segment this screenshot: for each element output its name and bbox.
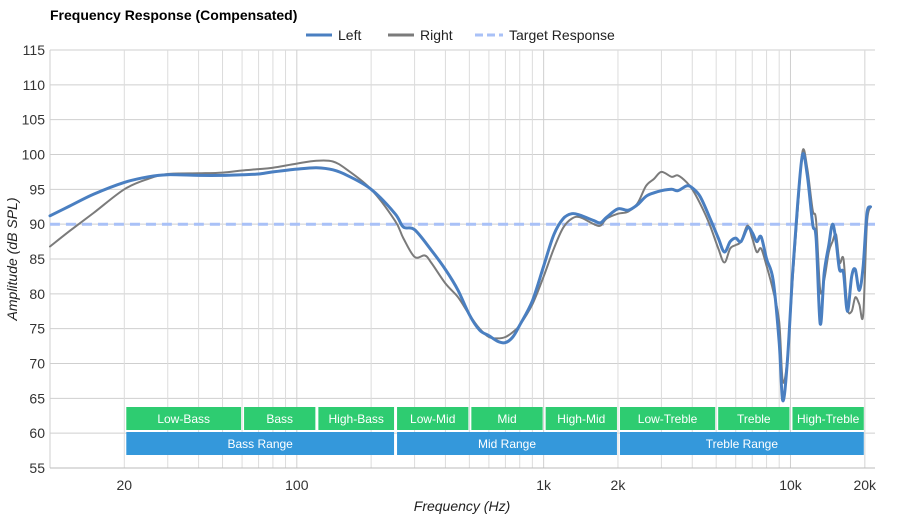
- x-tick-label: 20: [117, 477, 133, 493]
- frequency-bands: Low-Bass Bass High-Bass Low-Mid Mid High-Mid L…: [126, 407, 864, 455]
- band-rect: [619, 432, 864, 455]
- y-tick-label: 115: [23, 42, 46, 58]
- x-tick-label: 20k: [853, 477, 877, 493]
- band-rect: [318, 407, 395, 430]
- y-tick-label: 105: [22, 112, 46, 128]
- x-tick-label: 1k: [536, 477, 552, 493]
- band-label: Mid Range: [478, 437, 536, 451]
- band-rect: [792, 407, 864, 430]
- band-label: Mid: [497, 412, 516, 426]
- band-rect: [619, 407, 716, 430]
- band-label: Low-Bass: [157, 412, 210, 426]
- band-rect: [397, 407, 469, 430]
- y-tick-label: 110: [23, 77, 46, 93]
- y-tick-label: 100: [22, 147, 46, 163]
- grid: [49, 49, 875, 469]
- band-label: High-Treble: [797, 412, 860, 426]
- band-rect: [126, 407, 242, 430]
- x-axis-label: Frequency (Hz): [414, 498, 510, 514]
- x-tick-label: 100: [285, 477, 309, 493]
- band-label: Low-Treble: [638, 412, 698, 426]
- series-lines: [48, 148, 875, 403]
- y-tick-label: 85: [29, 251, 45, 267]
- y-tick-label: 90: [29, 216, 45, 232]
- band-rect: [126, 432, 395, 455]
- y-tick-label: 75: [29, 321, 45, 337]
- band-rect: [244, 407, 316, 430]
- y-tick-label: 65: [29, 390, 45, 406]
- y-tick-label: 95: [29, 181, 45, 197]
- series-line-right: [49, 148, 872, 384]
- y-axis-ticks: 55 60 65 70 75 80 85 90 95 100 105 110 115: [22, 42, 46, 476]
- band-rect: [545, 407, 617, 430]
- y-tick-label: 60: [29, 425, 45, 441]
- legend-label: Right: [420, 27, 453, 43]
- band-label: Bass Range: [227, 437, 293, 451]
- y-tick-label: 55: [29, 460, 45, 476]
- band-label: Treble: [737, 412, 771, 426]
- legend-label: Left: [338, 27, 361, 43]
- legend: Left Right Target Response: [306, 27, 615, 43]
- y-tick-label: 70: [29, 356, 45, 372]
- legend-label: Target Response: [509, 27, 615, 43]
- band-rect: [397, 432, 617, 455]
- band-label: Low-Mid: [410, 412, 455, 426]
- series-line-left: [48, 152, 872, 403]
- x-tick-label: 10k: [779, 477, 803, 493]
- chart-title: Frequency Response (Compensated): [50, 7, 297, 23]
- band-rect: [471, 407, 543, 430]
- band-label: High-Mid: [557, 412, 605, 426]
- band-label: High-Bass: [329, 412, 384, 426]
- x-axis-ticks: 20 100 1k 2k 10k 20k: [117, 477, 878, 493]
- y-axis-label: Amplitude (dB SPL): [4, 198, 20, 322]
- x-tick-label: 2k: [611, 477, 627, 493]
- band-label: Bass: [266, 412, 293, 426]
- band-rect: [718, 407, 790, 430]
- band-label: Treble Range: [706, 437, 779, 451]
- y-tick-label: 80: [29, 286, 45, 302]
